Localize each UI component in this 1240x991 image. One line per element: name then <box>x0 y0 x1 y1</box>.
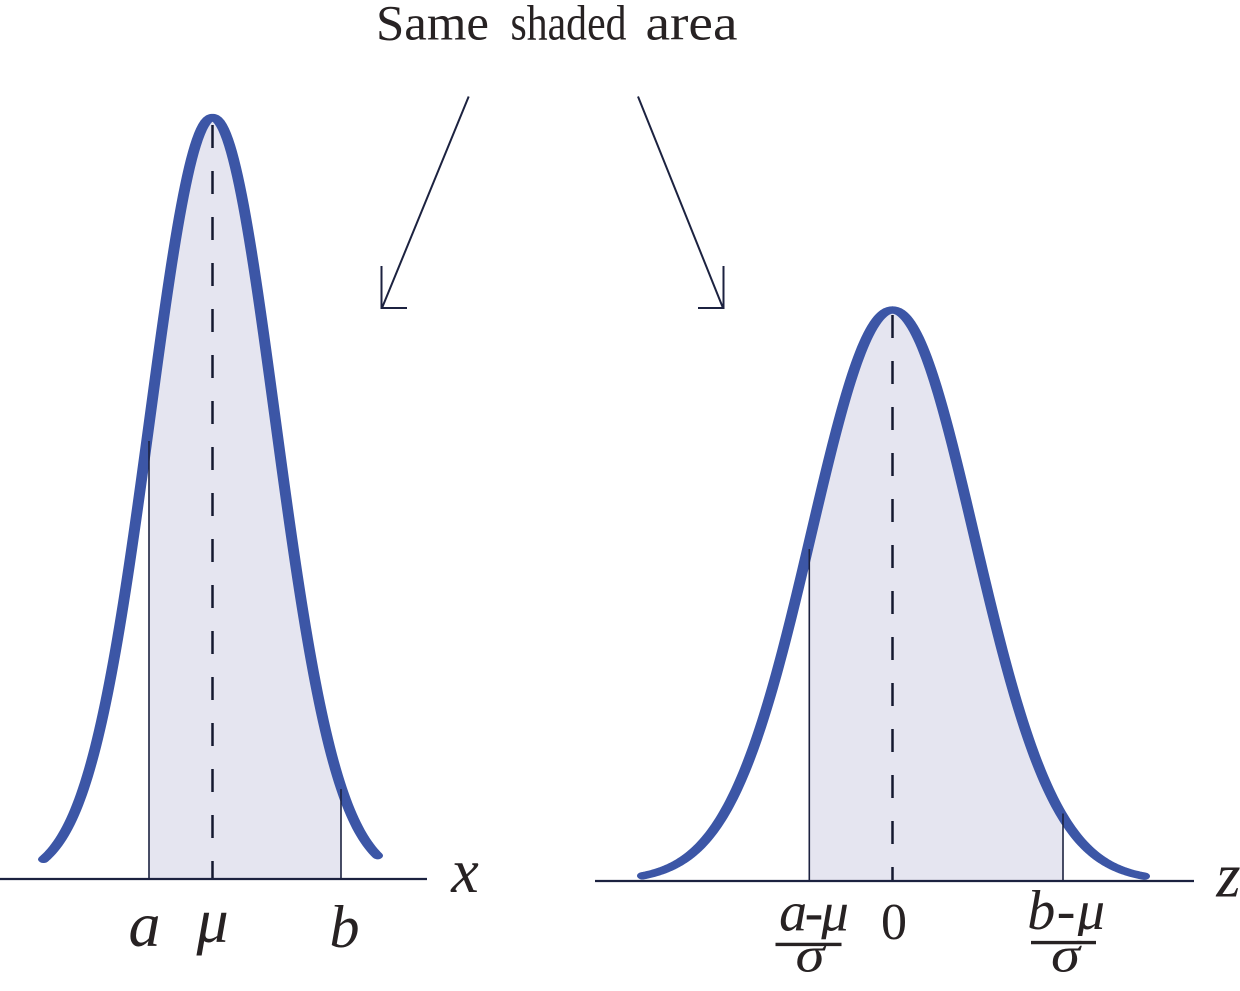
svg-text:b-μ: b-μ <box>1027 880 1106 942</box>
svg-text:Same: Same <box>376 0 489 51</box>
svg-text:a-μ: a-μ <box>779 882 848 944</box>
svg-text:0: 0 <box>881 894 907 951</box>
svg-text:σ: σ <box>1051 927 1083 983</box>
svg-text:area: area <box>646 0 738 51</box>
svg-text:x: x <box>450 838 479 906</box>
svg-text:a: a <box>129 889 161 960</box>
svg-text:shaded: shaded <box>511 0 627 51</box>
svg-text:σ: σ <box>796 927 828 983</box>
svg-text:μ: μ <box>195 885 228 956</box>
svg-text:b: b <box>330 894 360 960</box>
svg-text:z: z <box>1215 843 1240 911</box>
